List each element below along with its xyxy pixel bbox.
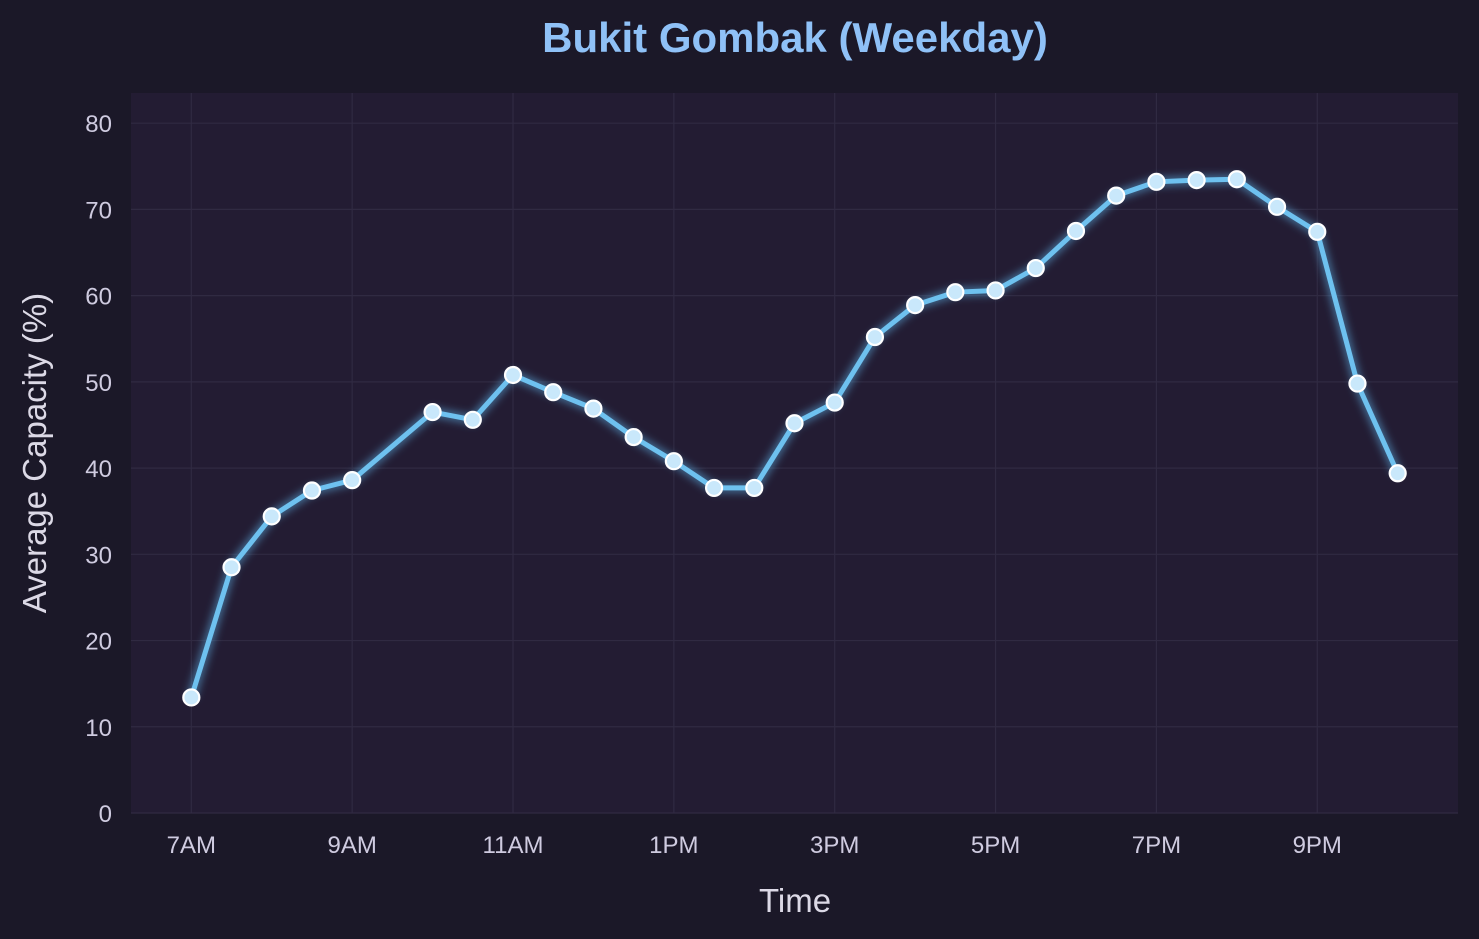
data-point — [664, 452, 683, 471]
x-axis-label: Time — [759, 882, 831, 919]
data-point — [1187, 170, 1206, 190]
data-point — [946, 283, 965, 302]
chart-title: Bukit Gombak (Weekday) — [542, 14, 1048, 61]
data-point — [343, 471, 362, 490]
data-point — [544, 383, 563, 402]
data-point — [745, 478, 764, 498]
y-tick-label: 60 — [85, 284, 112, 311]
y-tick-label: 0 — [99, 801, 112, 828]
x-axis-ticks: 7AM 9AM 11AM 1PM 3PM 5PM 7PM 9PM — [167, 832, 1342, 859]
plot-area — [131, 93, 1458, 813]
x-tick-label: 11AM — [483, 832, 544, 859]
x-tick-label: 3PM — [810, 832, 859, 859]
data-point — [986, 281, 1005, 300]
data-point — [865, 327, 885, 347]
x-tick-label: 7AM — [167, 832, 216, 859]
data-point — [1066, 221, 1086, 241]
data-point — [1388, 464, 1407, 483]
x-tick-label: 1PM — [649, 832, 698, 859]
data-point — [825, 393, 844, 412]
data-point — [423, 402, 442, 422]
y-tick-label: 70 — [85, 197, 112, 224]
y-tick-label: 40 — [85, 456, 112, 483]
data-point — [1107, 186, 1126, 205]
data-point — [785, 414, 804, 433]
data-point — [906, 296, 925, 315]
data-point — [302, 481, 322, 500]
y-axis-label: Average Capacity (%) — [16, 293, 53, 613]
data-point — [463, 410, 482, 429]
data-point — [1348, 374, 1367, 393]
x-tick-label: 9PM — [1293, 832, 1342, 859]
y-tick-label: 30 — [85, 542, 112, 569]
x-tick-label: 7PM — [1132, 832, 1181, 859]
data-point — [1308, 222, 1327, 241]
y-tick-label: 50 — [85, 370, 112, 397]
data-point — [503, 365, 523, 385]
data-point — [624, 427, 643, 447]
x-tick-label: 9AM — [327, 832, 376, 859]
y-axis-ticks: 0 10 20 30 40 50 60 70 80 — [85, 111, 112, 828]
data-point — [704, 478, 724, 498]
y-tick-label: 80 — [85, 111, 112, 138]
data-point — [1026, 258, 1045, 278]
data-point — [584, 399, 603, 418]
x-tick-label: 5PM — [971, 832, 1020, 859]
data-point — [1267, 197, 1287, 216]
y-tick-label: 10 — [85, 715, 112, 742]
y-tick-label: 20 — [85, 629, 112, 656]
data-point — [182, 688, 201, 707]
data-point — [1147, 172, 1166, 191]
data-point — [1227, 170, 1246, 189]
data-point — [222, 558, 241, 577]
series-capacity — [182, 170, 1407, 707]
data-point — [262, 507, 281, 526]
